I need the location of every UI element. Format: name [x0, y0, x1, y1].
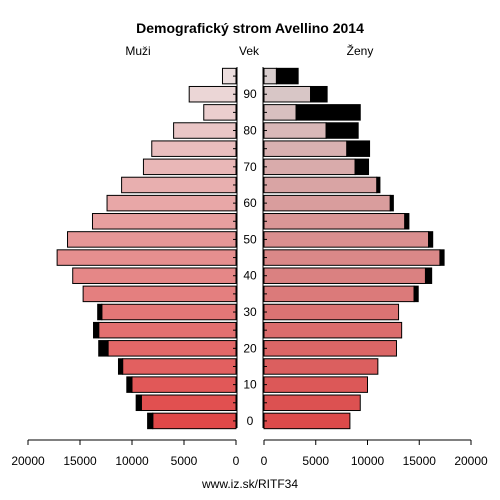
male-bar-40-44 [72, 267, 237, 284]
male-bar-0-4 [152, 412, 237, 430]
age-tick-label: 70 [243, 160, 257, 174]
female-bar-10-14 [263, 376, 368, 393]
age-tick-label: 40 [243, 269, 257, 283]
source-footer: www.iz.sk/RITF34 [201, 477, 298, 491]
x-tick-label: 20000 [11, 454, 45, 468]
female-bar-55-59 [263, 213, 406, 230]
male-bar-30-34 [101, 303, 237, 321]
female-bar-20-24 [263, 340, 397, 357]
male-bar-50-54 [67, 231, 237, 248]
female-bar-85-89 [263, 104, 297, 121]
female-bar-75-79 [263, 140, 348, 157]
male-bar-55-59 [91, 213, 237, 230]
male-bar-35-39 [82, 285, 237, 303]
female-bar-30-34 [263, 303, 400, 321]
age-label: Vek [239, 44, 260, 58]
female-bar-90-94 [263, 85, 312, 103]
female-bar-35-39 [263, 285, 415, 303]
female-excess-bar-35-39 [413, 285, 419, 303]
male-excess-bar-25-29 [93, 321, 100, 339]
female-bar-80-84 [263, 122, 327, 139]
female-excess-bar-95+ [275, 67, 299, 85]
male-bar-75-79 [151, 140, 237, 157]
age-tick-label: 60 [243, 196, 257, 210]
female-bar-45-49 [263, 249, 441, 266]
female-bar-65-69 [263, 176, 378, 194]
female-excess-bar-50-54 [428, 231, 434, 248]
female-excess-bar-75-79 [346, 140, 371, 157]
female-excess-bar-85-89 [295, 104, 361, 121]
male-bar-45-49 [56, 249, 237, 266]
male-bar-65-69 [121, 176, 237, 194]
male-excess-bar-0-4 [147, 412, 154, 430]
x-tick-label: 0 [233, 454, 240, 468]
male-bar-20-24 [107, 340, 237, 357]
male-bar-85-89 [203, 104, 237, 121]
female-excess-bar-40-44 [424, 267, 433, 284]
age-tick-label: 30 [243, 305, 257, 319]
age-tick-label: 50 [243, 232, 257, 246]
age-tick-label: 20 [243, 341, 257, 355]
female-bar-25-29 [263, 321, 403, 339]
x-tick-label: 0 [261, 454, 268, 468]
female-excess-bar-65-69 [376, 176, 381, 194]
age-tick-label: 0 [247, 414, 254, 428]
male-bar-70-74 [142, 158, 237, 176]
male-bar-80-84 [173, 122, 237, 139]
female-excess-bar-70-74 [354, 158, 370, 176]
male-bar-60-64 [106, 194, 237, 212]
male-bar-25-29 [98, 321, 237, 339]
female-label: Ženy [347, 43, 374, 58]
x-tick-label: 5000 [171, 454, 198, 468]
male-excess-bar-5-9 [135, 394, 142, 412]
x-tick-label: 15000 [63, 454, 97, 468]
age-tick-label: 90 [243, 87, 257, 101]
x-tick-label: 15000 [403, 454, 437, 468]
x-tick-label: 10000 [351, 454, 385, 468]
male-bar-15-19 [122, 358, 237, 375]
male-excess-bar-15-19 [117, 358, 124, 375]
axes-group: 0 10 20 30 40 50 60 70 80 90 20000 15000 10000 5000 0 0… [11, 67, 488, 468]
male-excess-bar-30-34 [97, 303, 103, 321]
male-label: Muži [125, 44, 150, 58]
male-bar-90-94 [188, 85, 237, 103]
female-excess-bar-90-94 [310, 85, 328, 103]
age-tick-label: 80 [243, 124, 257, 138]
female-bar-15-19 [263, 358, 379, 375]
x-tick-label: 10000 [115, 454, 149, 468]
female-excess-bar-45-49 [439, 249, 445, 266]
female-bar-50-54 [263, 231, 430, 248]
age-tick-label: 10 [243, 378, 257, 392]
x-tick-label: 5000 [302, 454, 329, 468]
female-bar-0-4 [263, 412, 351, 430]
male-bar-10-14 [131, 376, 237, 393]
female-bar-70-74 [263, 158, 356, 176]
female-bar-60-64 [263, 194, 391, 212]
female-excess-bar-60-64 [389, 194, 394, 212]
chart-title: Demografický strom Avellino 2014 [136, 20, 364, 36]
female-excess-bar-55-59 [404, 213, 410, 230]
x-tick-label: 20000 [454, 454, 488, 468]
female-excess-bar-80-84 [325, 122, 359, 139]
female-bar-40-44 [263, 267, 426, 284]
male-excess-bar-20-24 [98, 340, 109, 357]
female-bar-5-9 [263, 394, 361, 412]
male-excess-bar-10-14 [126, 376, 133, 393]
male-bar-5-9 [140, 394, 237, 412]
bars-group [56, 67, 445, 430]
